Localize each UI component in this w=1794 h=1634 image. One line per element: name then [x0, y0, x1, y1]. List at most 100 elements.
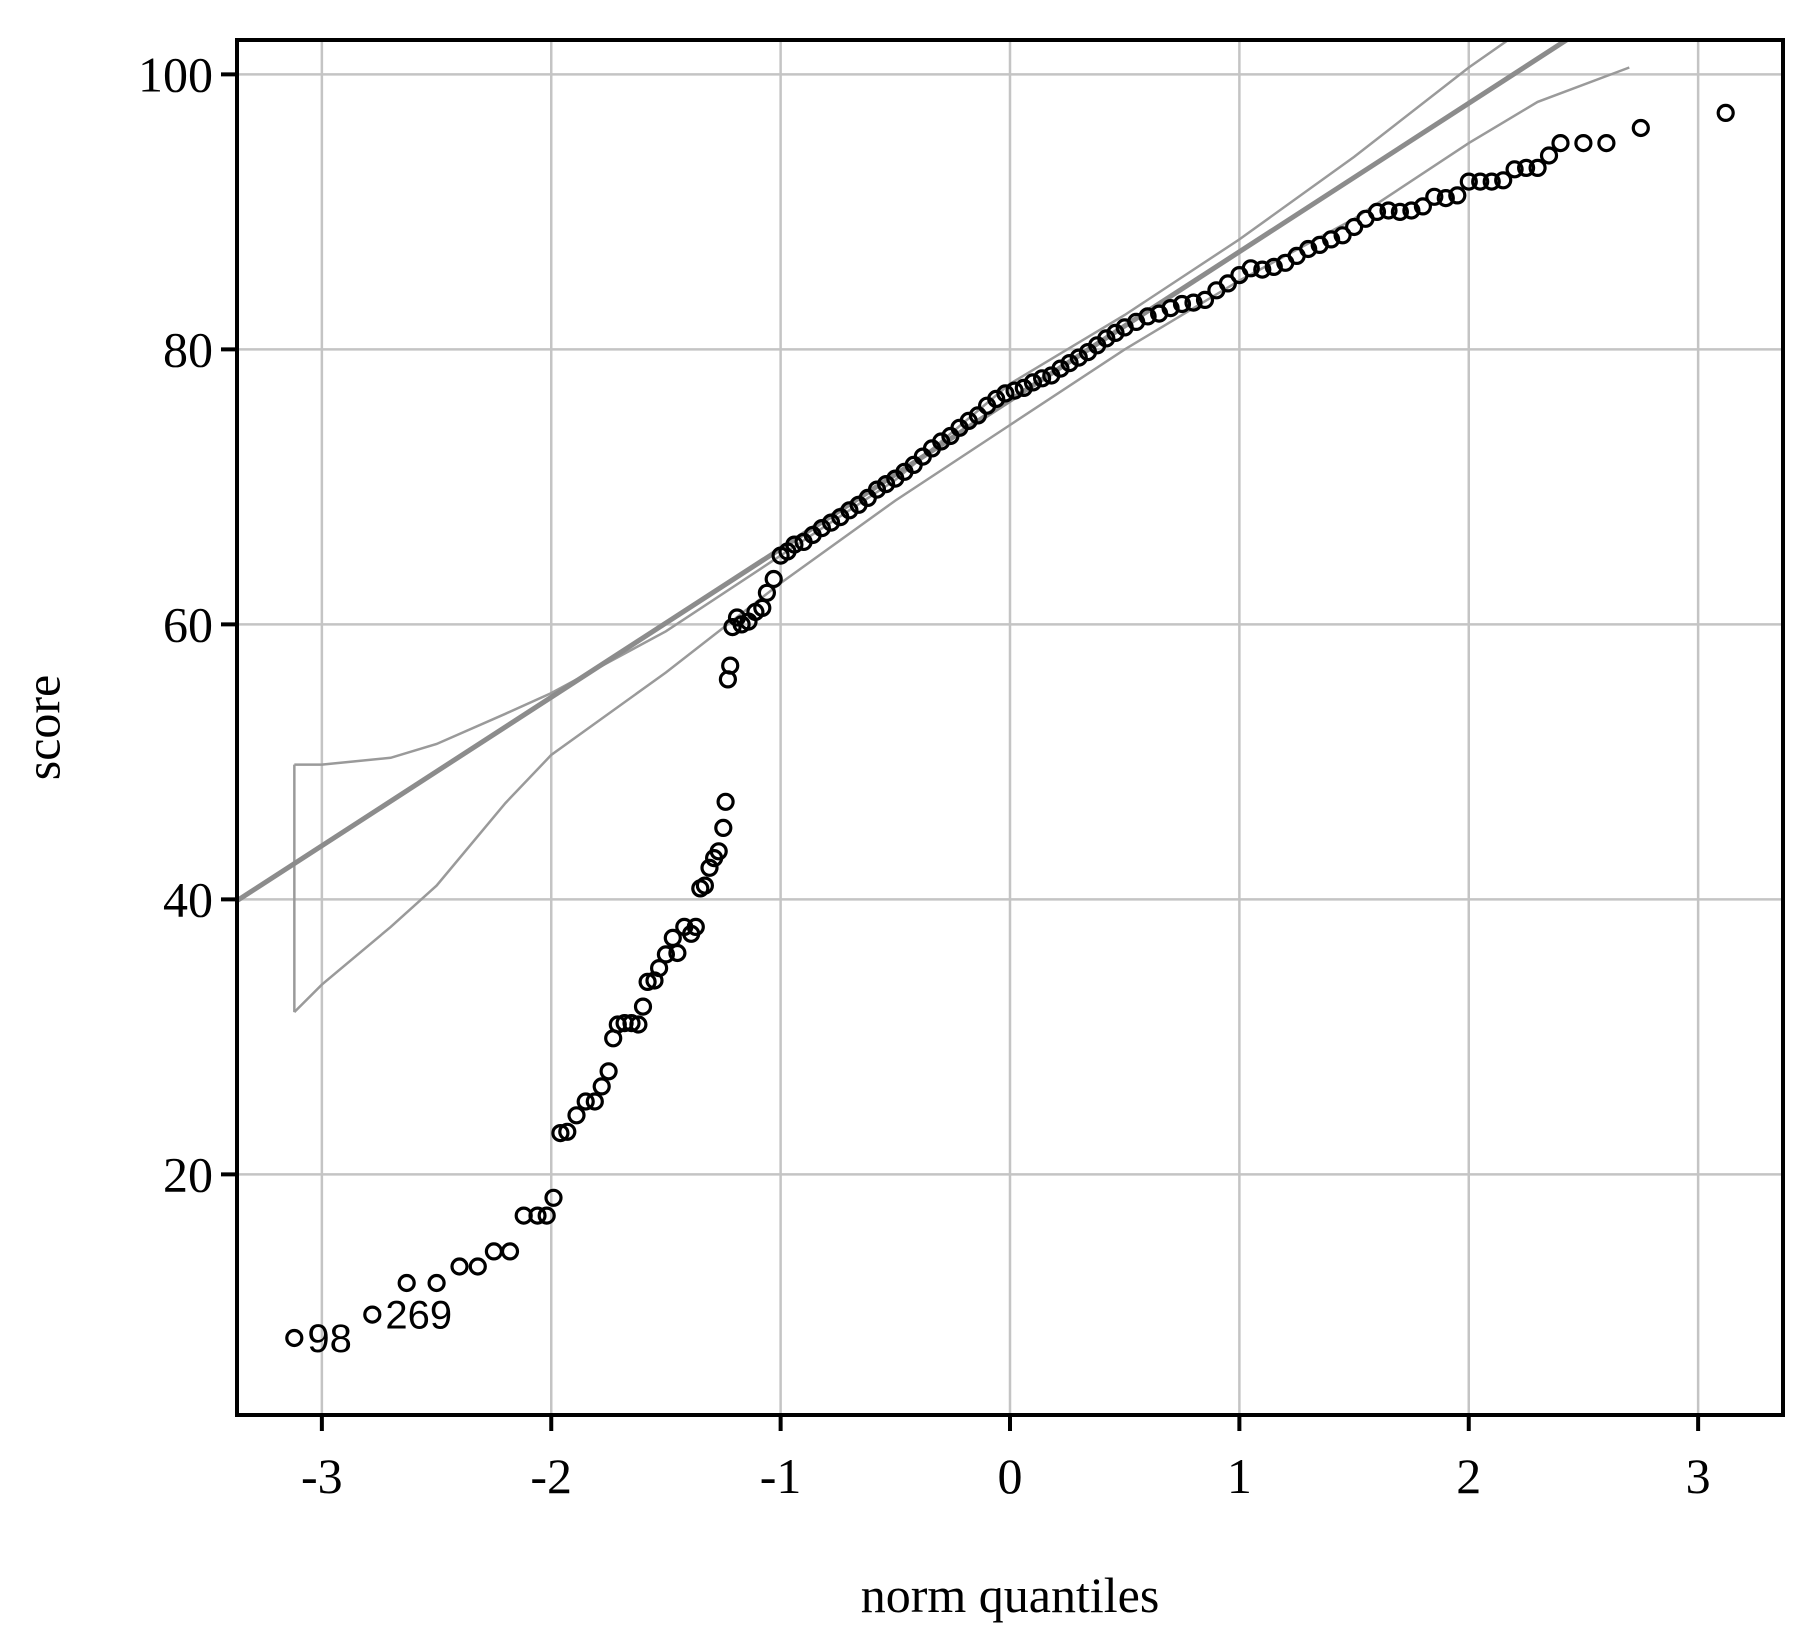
x-tick-label: 2 — [1456, 1448, 1481, 1504]
data-point — [1413, 197, 1433, 216]
data-point — [551, 1123, 570, 1143]
data-point — [528, 1206, 547, 1225]
y-tick-label: 100 — [138, 46, 213, 102]
x-tick-label: -2 — [530, 1448, 572, 1504]
data-point — [1051, 359, 1070, 378]
data-point — [1436, 189, 1455, 208]
data-point — [867, 480, 887, 499]
data-point — [537, 1206, 556, 1225]
data-point — [1528, 158, 1547, 177]
data-point — [876, 475, 896, 494]
data-point — [1172, 294, 1192, 314]
envelope-upper — [294, 40, 1511, 766]
data-point — [1060, 354, 1079, 373]
data-point — [764, 569, 783, 589]
data-point — [629, 1015, 648, 1034]
data-point — [700, 858, 719, 877]
data-point — [638, 972, 657, 992]
data-point — [1299, 239, 1318, 259]
data-point — [686, 917, 705, 937]
data-point — [622, 1013, 641, 1033]
data-point — [500, 1242, 520, 1261]
data-point — [397, 1273, 416, 1293]
data-point — [450, 1257, 469, 1276]
data-point — [1069, 348, 1088, 367]
data-point — [285, 1328, 304, 1348]
data-point — [1390, 202, 1410, 221]
data-point — [468, 1257, 487, 1276]
data-point — [1425, 187, 1444, 206]
data-point — [1379, 201, 1398, 220]
data-point — [932, 432, 951, 451]
data-point — [1482, 172, 1501, 191]
data-point — [592, 1077, 611, 1096]
data-point — [1253, 260, 1272, 279]
data-point — [821, 513, 841, 532]
data-point — [695, 876, 715, 895]
plot-area — [237, 40, 1735, 1348]
data-point — [757, 583, 777, 602]
axis-ticks: -3 -2 -1 0 1 2 3 20 40 60 80 100 — [138, 46, 1711, 1504]
data-point — [723, 617, 742, 637]
data-point — [721, 656, 740, 675]
y-axis-title: score — [15, 675, 71, 781]
data-point — [714, 818, 733, 838]
data-point — [576, 1092, 595, 1111]
data-point — [1014, 378, 1033, 397]
data-point — [585, 1092, 604, 1111]
x-tick-label: 3 — [1686, 1448, 1711, 1504]
data-point — [968, 406, 988, 425]
x-tick-label: -3 — [301, 1448, 343, 1504]
data-point — [668, 943, 687, 963]
data-point — [1716, 103, 1735, 123]
data-point — [1402, 201, 1421, 220]
data-point — [633, 997, 653, 1016]
y-tick-label: 80 — [163, 321, 213, 377]
data-point — [1551, 134, 1570, 153]
data-point — [709, 842, 728, 861]
data-point — [1321, 230, 1341, 249]
data-point — [1367, 202, 1387, 221]
data-point — [1195, 290, 1215, 309]
data-point — [1494, 171, 1513, 190]
data-point — [812, 518, 832, 538]
data-point — [996, 384, 1015, 403]
data-point — [1597, 134, 1616, 153]
data-point — [558, 1122, 577, 1141]
data-point — [1574, 134, 1593, 153]
data-point — [656, 945, 676, 964]
data-point — [544, 1188, 563, 1207]
envelope-lower — [293, 66, 1630, 1013]
data-point — [1161, 299, 1180, 318]
data-point — [840, 501, 859, 520]
point-label: 269 — [385, 1294, 452, 1338]
data-point — [1218, 274, 1238, 293]
data-point — [716, 792, 735, 811]
data-point — [1032, 369, 1052, 388]
data-point — [1106, 323, 1125, 342]
y-tick-label: 60 — [163, 596, 213, 652]
data-point — [1023, 373, 1043, 392]
grid — [237, 40, 1783, 1415]
data-point — [1184, 293, 1203, 312]
point-label: 98 — [307, 1317, 352, 1361]
data-point — [649, 958, 669, 978]
data-point — [1505, 160, 1524, 179]
data-point — [1138, 307, 1157, 326]
data-point — [1264, 257, 1283, 276]
data-point — [1459, 172, 1478, 191]
data-point — [1333, 226, 1352, 245]
x-axis-title: norm quantiles — [861, 1567, 1160, 1623]
data-point — [1241, 259, 1260, 278]
y-tick-label: 20 — [163, 1146, 213, 1202]
data-point — [1448, 186, 1467, 205]
data-point — [959, 411, 978, 430]
data-point — [1005, 381, 1024, 400]
data-point — [363, 1305, 382, 1324]
data-point — [1631, 118, 1650, 138]
x-tick-label: 0 — [998, 1448, 1023, 1504]
data-point — [1471, 172, 1490, 191]
x-tick-label: 1 — [1227, 1448, 1252, 1504]
x-tick-label: -1 — [760, 1448, 802, 1504]
